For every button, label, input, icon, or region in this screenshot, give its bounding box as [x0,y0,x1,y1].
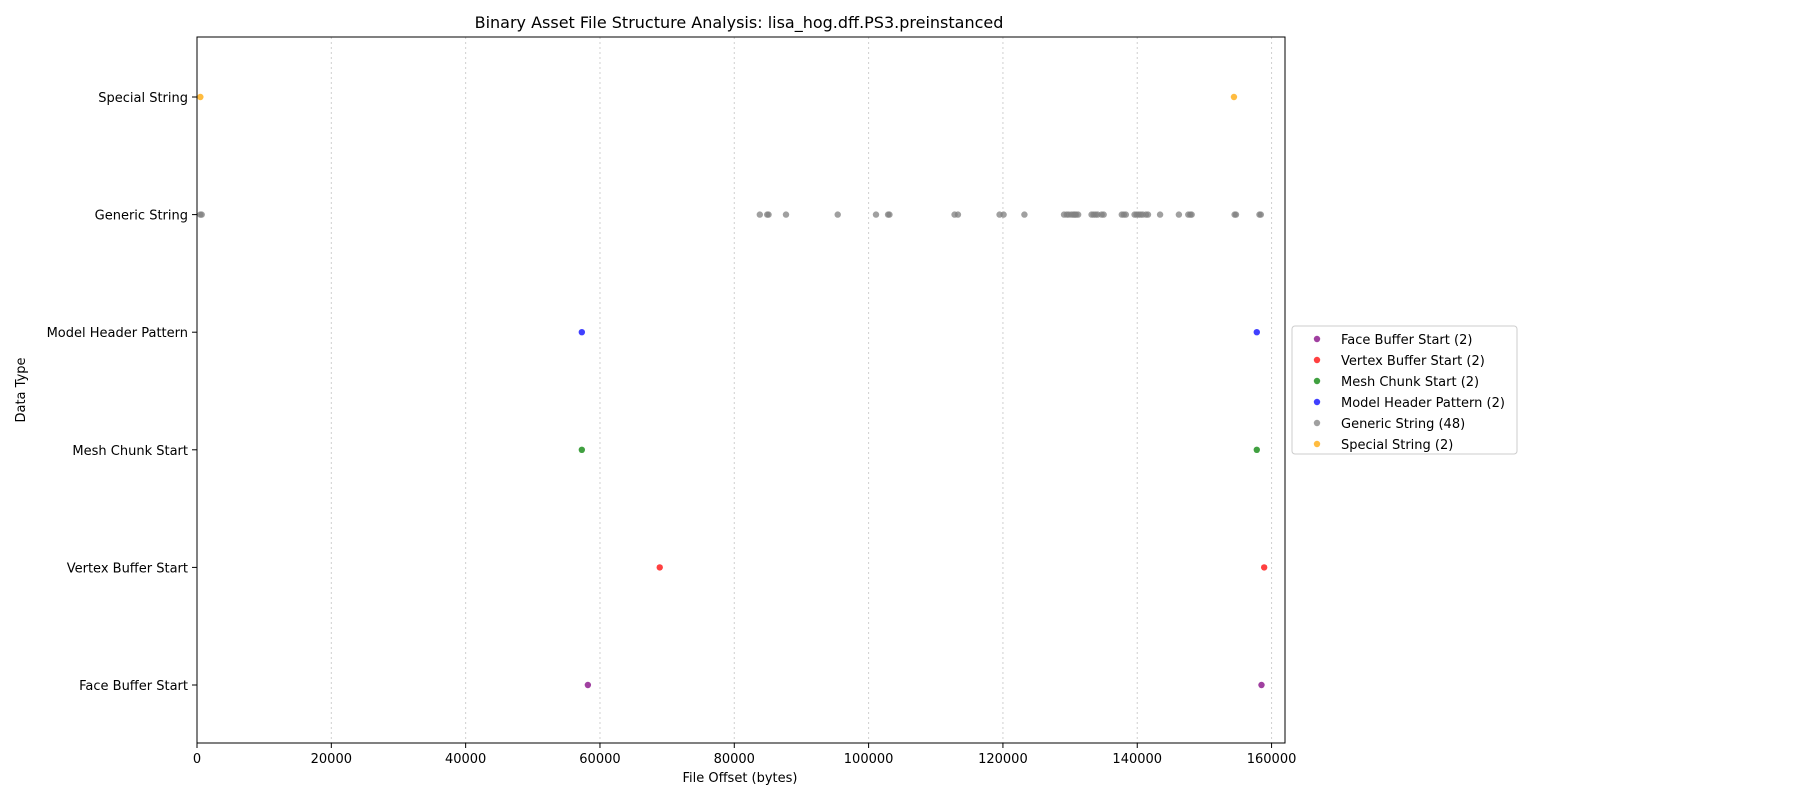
data-point [1260,564,1268,571]
data-point [197,93,204,101]
y-tick-label: Mesh Chunk Start [72,444,188,459]
legend-label: Model Header Pattern (2) [1341,396,1505,411]
y-tick-label: Special String [98,91,188,106]
data-point [954,211,962,218]
y-tick-label: Generic String [95,209,188,224]
y-axis-label: Data Type [14,357,29,422]
data-points [197,93,1268,689]
data-point [1071,211,1078,218]
data-point [1230,93,1238,101]
data-point [1122,211,1130,218]
data-point [1258,681,1265,689]
data-point [578,446,586,453]
legend-label: Mesh Chunk Start (2) [1341,375,1479,390]
chart-title: Binary Asset File Structure Analysis: li… [475,13,1004,33]
legend-marker [1313,398,1321,406]
legend-label: Generic String (48) [1341,417,1465,432]
y-axis: Face Buffer Start Vertex Buffer Start Mesh… [47,91,197,694]
legend-marker [1313,419,1321,427]
data-point [886,211,893,218]
legend-marker [1313,335,1321,343]
data-point [765,211,772,218]
data-point [834,211,841,218]
data-point [782,211,790,218]
series-vertex-buffer-start [656,564,1268,571]
data-point [872,211,880,218]
data-point [1257,211,1265,218]
series-face-buffer-start [584,681,1265,689]
x-tick-label: 120000 [978,752,1028,767]
x-tick-label: 160000 [1247,752,1297,767]
x-tick-label: 0 [193,752,201,767]
x-tick-label: 60000 [579,752,620,767]
legend-label: Vertex Buffer Start (2) [1341,354,1485,369]
series-model-header-pattern [578,329,1260,336]
data-point [1232,211,1240,218]
legend-marker [1313,356,1321,364]
data-point [1144,211,1152,218]
data-point [1021,211,1028,218]
grid-lines [330,37,1273,743]
data-point [1253,329,1260,336]
data-point [1175,211,1183,218]
legend-marker [1313,377,1321,385]
legend-box [1291,325,1518,455]
series-special-string [197,93,1238,101]
x-tick-label: 20000 [311,752,352,767]
legend: Face Buffer Start (2) Vertex Buffer Start… [1291,325,1518,455]
legend-label: Special String (2) [1341,438,1453,453]
series-mesh-chunk-start [578,446,1260,453]
series-generic-string [197,211,1265,218]
x-axis: 0 20000 40000 60000 80000 100000 120000 140000 1… [193,743,1297,767]
data-point [1000,211,1007,218]
x-tick-label: 140000 [1112,752,1162,767]
x-tick-label: 80000 [714,752,755,767]
data-point [1100,211,1107,218]
data-point [656,564,663,571]
x-tick-label: 100000 [844,752,894,767]
plot-area [196,36,1286,744]
data-point [578,329,586,336]
data-point [1156,211,1164,218]
data-point [756,211,764,218]
data-point [1188,211,1195,218]
data-point [198,211,205,218]
x-tick-label: 40000 [445,752,486,767]
legend-label: Face Buffer Start (2) [1341,333,1472,348]
y-tick-label: Face Buffer Start [79,679,188,694]
data-point [584,681,592,689]
y-tick-label: Vertex Buffer Start [67,561,188,576]
y-tick-label: Model Header Pattern [47,326,188,341]
x-axis-label: File Offset (bytes) [682,771,797,786]
legend-marker [1313,440,1321,448]
data-point [1253,446,1260,453]
